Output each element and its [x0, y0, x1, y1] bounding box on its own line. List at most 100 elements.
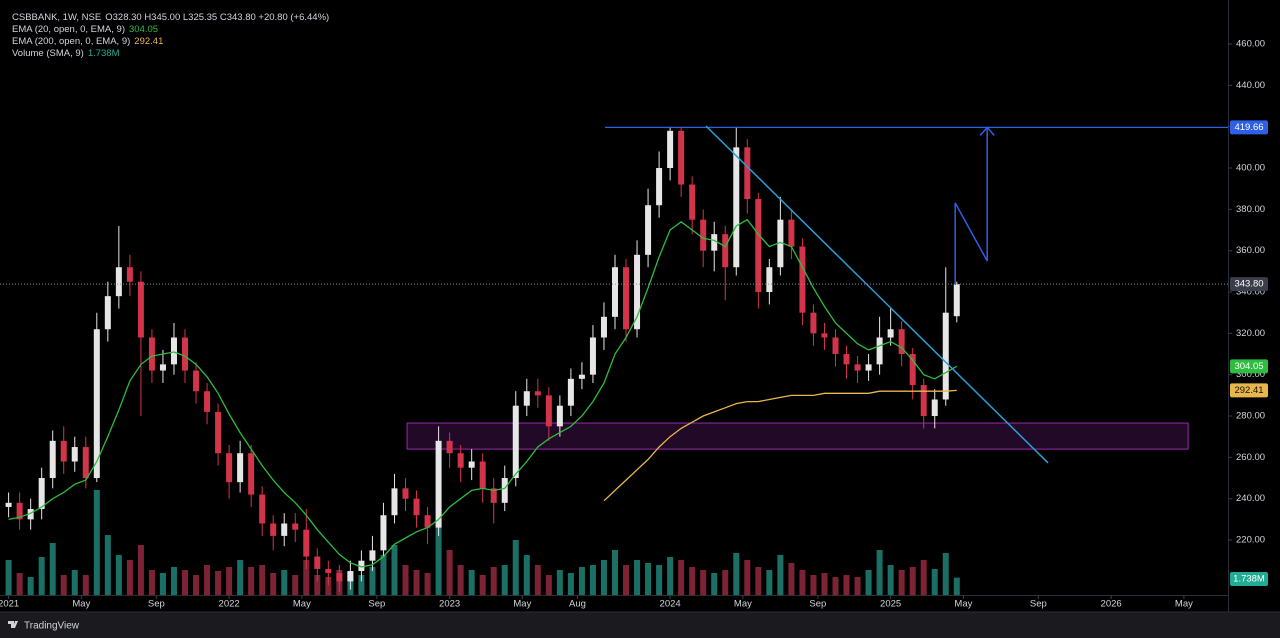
candle-body — [667, 130, 674, 169]
volume-bar — [854, 577, 861, 595]
ema20-tag-bg — [1230, 359, 1268, 374]
y-tick-label: 340.00 — [1236, 287, 1265, 298]
plot-area — [0, 125, 1228, 595]
candle-body — [490, 488, 497, 503]
volume-bar — [799, 570, 806, 595]
legend: CSBBANK, 1W, NSE O328.30 H345.00 L325.35 … — [12, 12, 329, 59]
ema200-tag-bg — [1230, 383, 1268, 398]
candle-body — [523, 391, 530, 406]
volume-bar — [523, 555, 530, 595]
volume-bar — [942, 553, 949, 595]
volume-bar — [755, 567, 762, 595]
volume-bar — [512, 540, 519, 595]
volume-bar — [689, 567, 696, 595]
y-tick-label: 240.00 — [1236, 493, 1265, 504]
volume-bar — [545, 575, 552, 595]
candle-body — [347, 571, 354, 582]
volume-bar — [314, 575, 321, 595]
candle-body — [744, 147, 751, 200]
candle-body — [645, 205, 652, 255]
candle-body — [226, 453, 233, 483]
candle-body — [314, 556, 321, 569]
candle-body — [634, 254, 641, 330]
volume-bar — [413, 570, 420, 595]
candle-body — [733, 147, 740, 268]
volume-tag-bg — [1230, 572, 1268, 586]
candle-body — [93, 329, 100, 479]
volume-bar — [645, 563, 652, 595]
volume-bar — [909, 567, 916, 595]
volume-bar — [501, 565, 508, 595]
candle-body — [270, 523, 277, 536]
candle-body — [942, 312, 949, 400]
volume-bar — [733, 553, 740, 595]
candle-body — [402, 488, 409, 499]
volume-bar — [182, 570, 189, 595]
x-tick-label: May — [1175, 599, 1193, 610]
ema200-tag: 292.41 — [1234, 385, 1263, 396]
volume-bar — [49, 543, 56, 595]
ema-line — [603, 389, 957, 502]
volume-bar — [711, 573, 718, 595]
trendline — [705, 125, 1049, 464]
candle-body — [182, 337, 189, 371]
candle-body — [446, 440, 453, 454]
candle-body — [82, 447, 89, 479]
volume-bar — [82, 575, 89, 595]
symbol: CSBBANK, 1W, NSE — [12, 12, 101, 23]
candle-body — [303, 529, 310, 557]
candle-body — [237, 453, 244, 483]
candle-body — [479, 461, 486, 489]
candle-body — [501, 478, 508, 503]
candle-body — [60, 440, 67, 462]
volume-bar — [623, 565, 630, 595]
resistance-tag: 419.66 — [1234, 122, 1263, 133]
volume-bar — [237, 560, 244, 595]
volume-bar — [358, 575, 365, 595]
x-tick-label: 2022 — [219, 599, 240, 610]
candle-body — [545, 395, 552, 427]
candle-body — [468, 461, 475, 468]
volume-bar — [435, 520, 442, 595]
tradingview-logo: TradingView — [8, 621, 80, 632]
candle-body — [534, 391, 541, 396]
footer-bar — [0, 612, 1280, 638]
candle-body — [700, 219, 707, 251]
candle-body — [578, 374, 585, 379]
candle-body — [799, 246, 806, 313]
candle-body — [27, 509, 34, 520]
price-tag: 343.80 — [1234, 279, 1263, 290]
candle-body — [600, 316, 607, 338]
volume-bar — [556, 570, 563, 595]
candle-body — [711, 234, 718, 251]
candle-body — [589, 337, 596, 375]
candle-body — [810, 312, 817, 334]
candle-body — [424, 515, 431, 528]
volume-bar — [931, 569, 938, 595]
candle-body — [49, 440, 56, 479]
candle-body — [777, 219, 784, 268]
candle-body — [5, 502, 12, 507]
volume-bar — [578, 567, 585, 595]
volume-bar — [887, 565, 894, 595]
x-tick-label: Sep — [809, 599, 826, 610]
volume-bar — [953, 577, 960, 595]
candle-body — [38, 478, 45, 510]
volume-bar — [5, 560, 12, 595]
volume-bar — [589, 565, 596, 595]
volume-bar — [226, 567, 233, 595]
volume-bar — [656, 565, 663, 595]
volume-bar — [667, 557, 674, 595]
y-tick-label: 360.00 — [1236, 245, 1265, 256]
volume-name: Volume (SMA, 9) — [12, 48, 84, 59]
legend-line: Volume (SMA, 9) 1.738M — [12, 48, 120, 59]
candle-body — [435, 440, 442, 528]
volume-bar — [303, 560, 310, 595]
ema-name: EMA (200, open, 0, EMA, 9) — [12, 36, 130, 47]
volume-bar — [744, 560, 751, 595]
volume-bar — [325, 577, 332, 595]
candle-body — [281, 523, 288, 536]
candle-body — [248, 453, 255, 495]
ema-line — [8, 218, 958, 568]
